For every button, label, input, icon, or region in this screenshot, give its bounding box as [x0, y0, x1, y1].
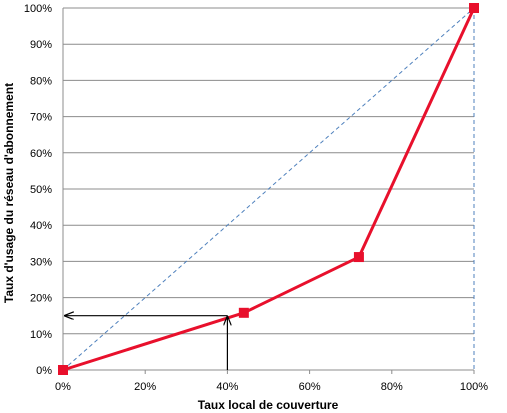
x-tick-label: 80%	[381, 381, 403, 393]
x-axis-title: Taux local de couverture	[198, 398, 339, 412]
axes	[62, 8, 475, 374]
y-tick-label: 90%	[30, 39, 52, 51]
y-tick-label: 100%	[24, 3, 52, 15]
y-tick-label: 80%	[30, 75, 52, 87]
series-layer	[58, 3, 479, 375]
x-tick-label: 100%	[460, 381, 488, 393]
x-axis-tick-labels: 0% 20% 40% 60% 80% 100%	[55, 381, 488, 393]
y-tick-label: 20%	[30, 293, 52, 305]
series-marker	[469, 3, 479, 13]
series-marker	[353, 252, 364, 263]
series-marker	[238, 307, 249, 318]
annotations	[65, 316, 227, 370]
y-tick-label: 70%	[30, 112, 52, 124]
x-tick-label: 60%	[299, 381, 321, 393]
y-tick-label: 40%	[30, 220, 52, 232]
y-axis-title: Taux d'usage du réseau d'abonnement	[2, 83, 16, 303]
y-axis-tick-labels: 0% 10% 20% 30% 40% 50% 60% 70% 80% 90% 100%	[24, 3, 52, 377]
y-tick-label: 0%	[36, 365, 52, 377]
y-tick-label: 50%	[30, 184, 52, 196]
y-tick-label: 60%	[30, 148, 52, 160]
x-tick-label: 40%	[216, 381, 238, 393]
y-tick-label: 10%	[30, 329, 52, 341]
gridlines	[63, 7, 474, 335]
series-line	[62, 7, 476, 372]
x-tick-label: 0%	[55, 381, 71, 393]
reference-diagonal-line	[62, 7, 475, 371]
x-tick-label: 20%	[134, 381, 156, 393]
series-marker	[58, 365, 68, 375]
y-tick-label: 30%	[30, 256, 52, 268]
